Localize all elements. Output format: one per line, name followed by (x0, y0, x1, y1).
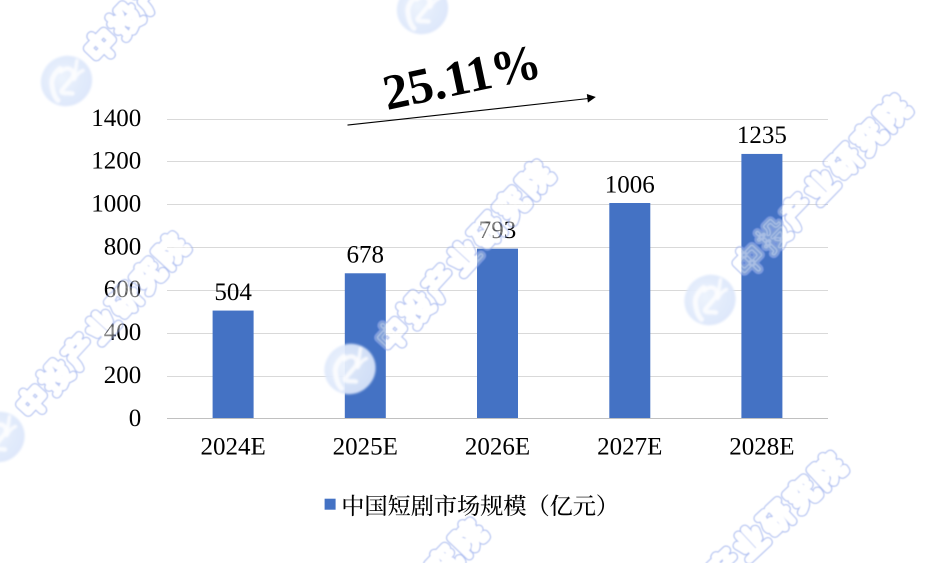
svg-text:0: 0 (129, 405, 142, 432)
svg-text:2028E: 2028E (729, 434, 794, 461)
svg-text:1400: 1400 (91, 105, 141, 132)
svg-text:1235: 1235 (737, 122, 787, 149)
svg-text:200: 200 (104, 362, 142, 389)
svg-text:1200: 1200 (91, 148, 141, 175)
svg-text:1000: 1000 (91, 190, 141, 217)
svg-text:2026E: 2026E (465, 434, 530, 461)
svg-text:504: 504 (214, 279, 252, 306)
svg-text:2025E: 2025E (333, 434, 398, 461)
svg-text:1006: 1006 (605, 171, 655, 198)
svg-text:2024E: 2024E (200, 434, 265, 461)
svg-text:678: 678 (347, 242, 385, 269)
svg-text:2027E: 2027E (597, 434, 662, 461)
svg-text:800: 800 (104, 233, 142, 260)
